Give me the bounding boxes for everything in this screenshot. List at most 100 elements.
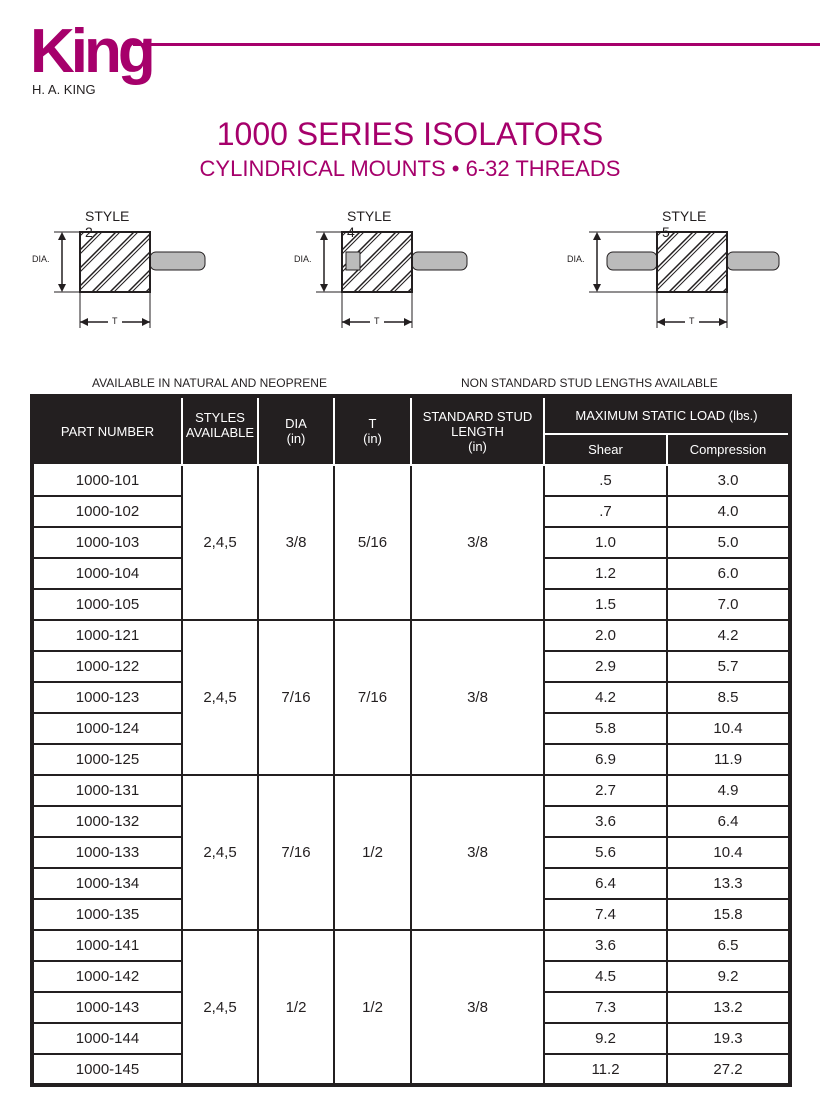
table-row: 1000-125 6.9 11.9 (31, 743, 791, 776)
table-row: 1000-105 1.5 7.0 (31, 588, 791, 621)
shear-cell: 7.3 (543, 991, 668, 1024)
shear-cell: 6.4 (543, 867, 668, 900)
dia-cell: 7/16 (257, 619, 335, 776)
header-max-load: MAXIMUM STATIC LOAD (lbs.) (543, 395, 791, 435)
header-stud-unit: (in) (468, 438, 487, 454)
stud-length-cell: 3/8 (410, 619, 545, 776)
part-number-cell: 1000-123 (31, 681, 183, 714)
shear-cell: 4.5 (543, 960, 668, 993)
shear-cell: 5.8 (543, 712, 668, 745)
isolator-drawing (316, 231, 468, 328)
stud-length-cell: 3/8 (410, 929, 545, 1086)
dia-cell: 1/2 (257, 929, 335, 1086)
style-label: STYLE 4 (347, 208, 392, 240)
shear-cell: 2.9 (543, 650, 668, 683)
logo-word: King (30, 17, 156, 86)
compression-cell: 11.9 (666, 743, 791, 776)
stud-length-cell: 3/8 (410, 774, 545, 931)
compression-cell: 19.3 (666, 1022, 791, 1055)
part-number-cell: 1000-101 (31, 464, 183, 497)
compression-cell: 4.0 (666, 495, 791, 528)
isolator-drawing (54, 231, 206, 328)
compression-cell: 4.2 (666, 619, 791, 652)
part-number-cell: 1000-125 (31, 743, 183, 776)
header-t-label: T (368, 416, 377, 431)
header-styles: STYLES AVAILABLE (181, 395, 259, 466)
t-cell: 1/2 (333, 929, 412, 1086)
note-materials: AVAILABLE IN NATURAL AND NEOPRENE (92, 376, 327, 390)
t-label: T (374, 316, 380, 326)
part-number-cell: 1000-105 (31, 588, 183, 621)
dia-cell: 7/16 (257, 774, 335, 931)
shear-cell: .7 (543, 495, 668, 528)
part-number-cell: 1000-122 (31, 650, 183, 683)
shear-cell: .5 (543, 464, 668, 497)
part-number-cell: 1000-132 (31, 805, 183, 838)
table-row: 1000-132 3.6 6.4 (31, 805, 791, 838)
part-number-cell: 1000-103 (31, 526, 183, 559)
compression-cell: 6.0 (666, 557, 791, 590)
part-number-cell: 1000-104 (31, 557, 183, 590)
isolator-drawing (589, 231, 780, 328)
compression-cell: 27.2 (666, 1053, 791, 1086)
compression-cell: 7.0 (666, 588, 791, 621)
shear-cell: 9.2 (543, 1022, 668, 1055)
compression-cell: 10.4 (666, 836, 791, 869)
header-part-number: PART NUMBER (31, 395, 183, 466)
header-rule (133, 43, 820, 46)
t-cell: 5/16 (333, 464, 412, 621)
compression-cell: 4.9 (666, 774, 791, 807)
style-label: STYLE 2 (85, 208, 130, 240)
part-number-cell: 1000-141 (31, 929, 183, 962)
table-row: 1000-142 4.5 9.2 (31, 960, 791, 993)
shear-cell: 4.2 (543, 681, 668, 714)
table-row: 1000-124 5.8 10.4 (31, 712, 791, 745)
header-dia-unit: (in) (286, 431, 306, 446)
compression-cell: 5.7 (666, 650, 791, 683)
compression-cell: 13.3 (666, 867, 791, 900)
styles-cell: 2,4,5 (181, 774, 259, 931)
shear-cell: 6.9 (543, 743, 668, 776)
compression-cell: 10.4 (666, 712, 791, 745)
shear-cell: 3.6 (543, 929, 668, 962)
table-row: 1000-122 2.9 5.7 (31, 650, 791, 683)
logo: King H. A. KING (30, 17, 156, 105)
table-row: 1000-135 7.4 15.8 (31, 898, 791, 931)
dia-cell: 3/8 (257, 464, 335, 621)
stud-length-cell: 3/8 (410, 464, 545, 621)
table-row: 1000-101 2,4,5 3/8 5/16 3/8.5 3.0 (31, 464, 791, 621)
shear-cell: 1.5 (543, 588, 668, 621)
header-stud: STANDARD STUD LENGTH (in) (410, 395, 545, 466)
header-dia: DIA (in) (257, 395, 335, 466)
dia-label: DIA. (32, 254, 50, 264)
t-label: T (689, 316, 695, 326)
table-row: 1000-104 1.2 6.0 (31, 557, 791, 590)
table-row: 1000-121 2,4,5 7/16 7/16 3/8 2.0 4.2 (31, 619, 791, 776)
header-dia-label: DIA (285, 416, 307, 431)
table-row: 1000-141 2,4,5 1/2 1/2 3/8 3.6 6.5 (31, 929, 791, 1086)
part-number-cell: 1000-135 (31, 898, 183, 931)
table-row: 1000-144 9.2 19.3 (31, 1022, 791, 1055)
part-number-cell: 1000-133 (31, 836, 183, 869)
header-shear: Shear (543, 433, 668, 466)
compression-cell: 15.8 (666, 898, 791, 931)
table-row: 1000-103 1.0 5.0 (31, 526, 791, 559)
compression-cell: 13.2 (666, 991, 791, 1024)
part-number-cell: 1000-142 (31, 960, 183, 993)
header-t-unit: (in) (363, 431, 382, 446)
header-stud-label: STANDARD STUD LENGTH (422, 408, 533, 439)
table-row: 1000-131 2,4,5 7/16 1/2 3/8 2.7 4.9 (31, 774, 791, 931)
compression-cell: 5.0 (666, 526, 791, 559)
compression-cell: 9.2 (666, 960, 791, 993)
styles-cell: 2,4,5 (181, 464, 259, 621)
t-label: T (112, 316, 118, 326)
shear-cell: 2.7 (543, 774, 668, 807)
compression-cell: 8.5 (666, 681, 791, 714)
company-name: H. A. KING (32, 82, 96, 97)
compression-cell: 3.0 (666, 464, 791, 497)
isolator-spec-table: PART NUMBER STYLES AVAILABLE DIA (in) T (i… (30, 394, 792, 1087)
shear-cell: 3.6 (543, 805, 668, 838)
dia-label: DIA. (294, 254, 312, 264)
part-number-cell: 1000-131 (31, 774, 183, 807)
part-number-cell: 1000-134 (31, 867, 183, 900)
